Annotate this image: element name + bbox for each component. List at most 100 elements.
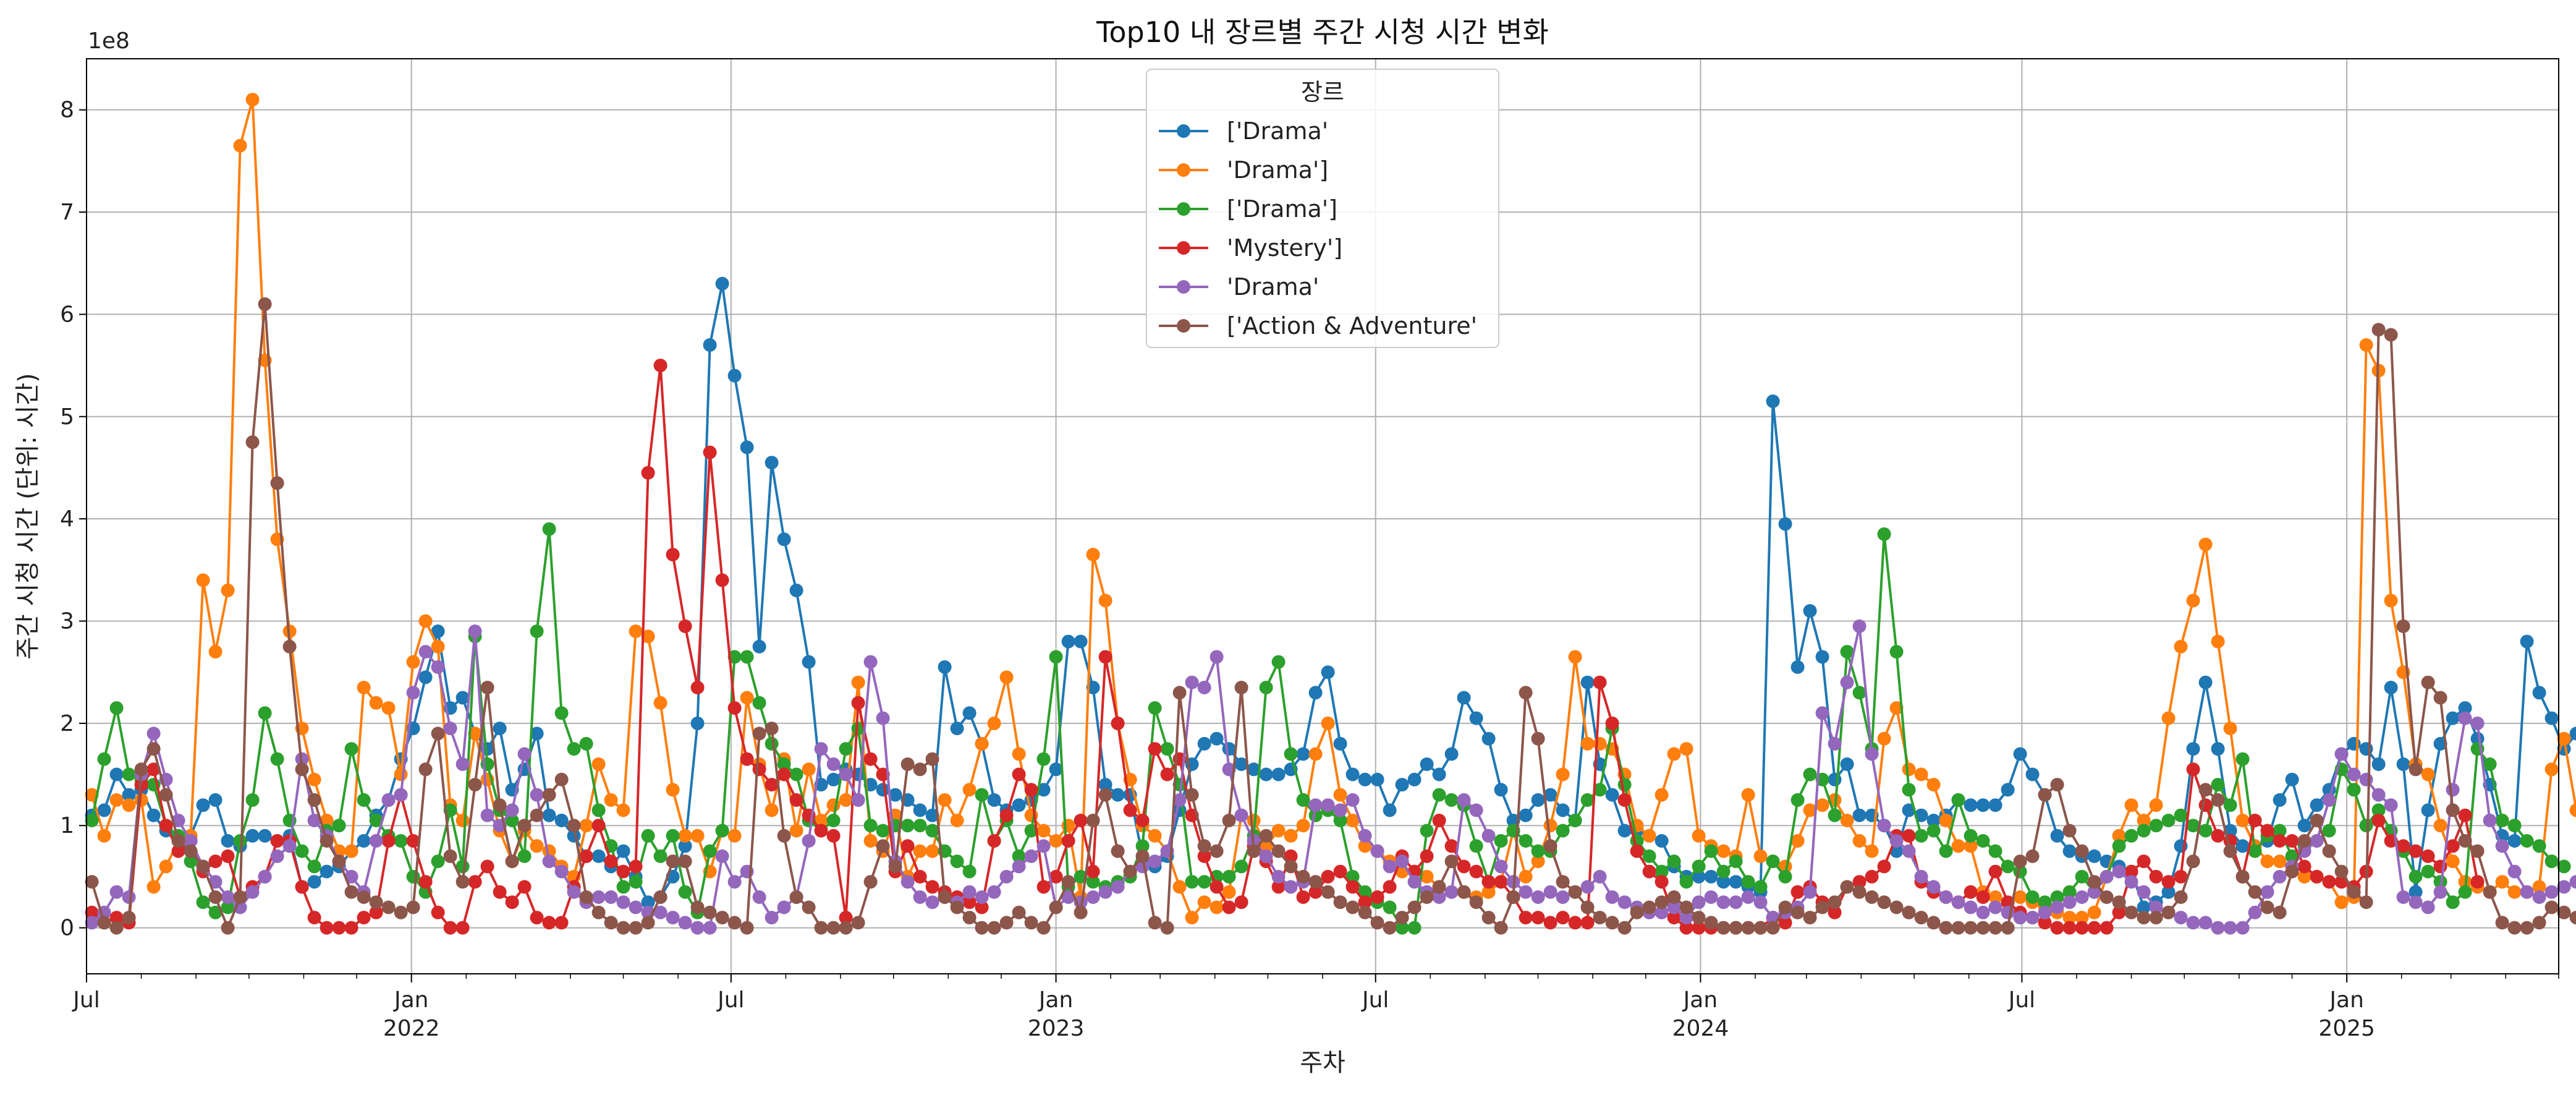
data-point	[1098, 885, 1112, 899]
data-point	[406, 834, 420, 848]
data-point	[2544, 885, 2559, 899]
data-point	[2013, 747, 2027, 761]
data-point	[2211, 793, 2225, 807]
data-point	[2569, 911, 2576, 925]
data-point	[2013, 890, 2027, 904]
data-point	[1197, 875, 1211, 889]
data-point	[2322, 875, 2336, 889]
data-point	[1444, 793, 1459, 807]
data-point	[987, 834, 1001, 848]
data-point	[727, 829, 742, 843]
data-point	[900, 875, 915, 889]
data-point	[1654, 895, 1669, 910]
data-point	[1902, 783, 1916, 797]
data-point	[851, 916, 865, 930]
data-point	[2495, 916, 2509, 930]
data-point	[740, 691, 754, 705]
data-point	[493, 885, 507, 899]
data-point	[1160, 742, 1174, 756]
data-point	[1803, 885, 1817, 899]
data-point	[2458, 808, 2472, 822]
data-point	[1964, 798, 1978, 812]
data-point	[715, 573, 729, 587]
data-point	[1469, 864, 1483, 879]
data-point	[2359, 338, 2373, 352]
data-point	[789, 824, 803, 838]
data-point	[2557, 905, 2571, 919]
data-point	[2001, 921, 2015, 935]
data-point	[1926, 916, 1941, 930]
data-point	[999, 670, 1014, 684]
data-point	[2038, 788, 2052, 802]
data-point	[1148, 742, 1162, 756]
data-point	[1247, 762, 1261, 777]
data-point	[2087, 921, 2101, 935]
data-point	[1061, 890, 1075, 904]
data-point	[1988, 798, 2002, 812]
data-point	[2198, 783, 2213, 797]
data-point	[2186, 819, 2200, 833]
data-point	[1061, 834, 1075, 848]
data-point	[863, 752, 878, 766]
x-tick-label: Jan	[2328, 987, 2364, 1013]
data-point	[2001, 783, 2015, 797]
data-point	[344, 742, 358, 756]
data-point	[2409, 885, 2423, 899]
data-point	[2186, 854, 2200, 869]
data-point	[2470, 875, 2485, 889]
data-point	[1271, 844, 1286, 858]
data-point	[876, 839, 890, 853]
data-point	[814, 921, 828, 935]
data-point	[1877, 731, 1891, 746]
data-point	[171, 844, 185, 858]
data-point	[1494, 783, 1508, 797]
data-point	[2285, 864, 2299, 879]
data-point	[1086, 548, 1100, 561]
data-point	[2025, 890, 2040, 904]
data-point	[2507, 834, 2522, 848]
data-point	[1617, 895, 1632, 910]
data-point	[2310, 869, 2324, 884]
data-point	[1086, 890, 1100, 904]
legend-entry: ['Action & Adventure'	[1227, 312, 1477, 339]
data-point	[1284, 849, 1298, 863]
data-point	[2334, 747, 2349, 761]
data-point	[740, 921, 754, 935]
data-point	[2099, 869, 2114, 884]
data-point	[2087, 885, 2101, 899]
data-point	[2137, 911, 2151, 925]
data-point	[1197, 736, 1211, 751]
data-point	[1271, 655, 1286, 669]
data-point	[1828, 895, 1842, 910]
data-point	[542, 808, 556, 822]
data-point	[320, 834, 334, 848]
data-point	[814, 824, 828, 838]
data-point	[826, 798, 841, 812]
data-point	[826, 814, 841, 827]
data-point	[2137, 824, 2151, 838]
data-point	[925, 880, 939, 894]
data-point	[814, 814, 828, 827]
data-point	[2248, 885, 2262, 899]
data-point	[802, 655, 816, 669]
data-point	[455, 814, 470, 827]
data-point	[2235, 839, 2250, 853]
data-point	[221, 834, 235, 848]
data-point	[2235, 921, 2250, 935]
data-point	[2297, 859, 2311, 874]
data-point	[2310, 798, 2324, 812]
data-point	[2396, 890, 2410, 904]
data-point	[2569, 726, 2576, 741]
data-point	[2532, 880, 2546, 894]
data-point	[1692, 895, 1706, 910]
data-point	[653, 905, 667, 919]
data-point	[2569, 875, 2576, 889]
data-point	[2520, 634, 2534, 649]
data-point	[2186, 916, 2200, 930]
data-point	[1012, 767, 1026, 782]
data-point	[1803, 767, 1817, 782]
data-point	[2421, 675, 2435, 689]
data-point	[1654, 875, 1669, 889]
data-point	[2161, 885, 2176, 899]
data-point	[2198, 675, 2213, 689]
